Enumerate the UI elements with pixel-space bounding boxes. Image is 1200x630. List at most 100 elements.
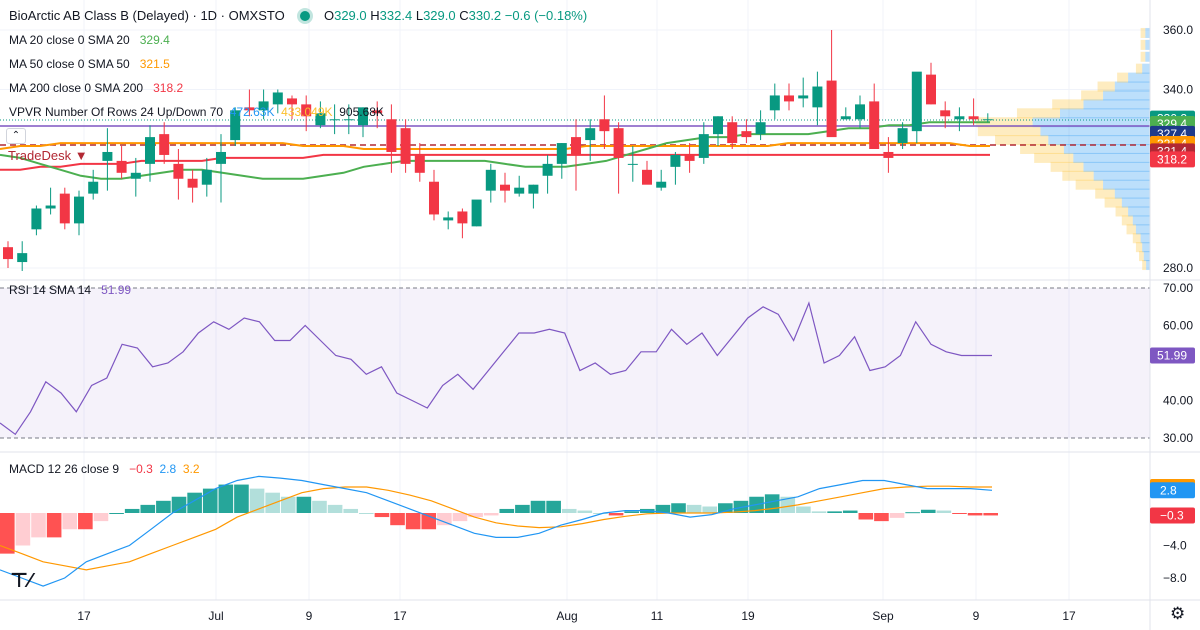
- macd-tag-label: −0.3: [1160, 508, 1184, 522]
- candle-body: [102, 151, 113, 161]
- candle-body: [301, 104, 312, 117]
- legend-ma50[interactable]: MA 50 close 0 SMA 50 321.5: [9, 56, 170, 72]
- candle-body: [656, 181, 667, 188]
- symbol-title[interactable]: BioArctic AB Class B (Delayed) · 1D · OM…: [9, 8, 285, 23]
- vpvr-up-bar: [1083, 99, 1150, 110]
- legend-rsi[interactable]: RSI 14 SMA 14 51.99: [9, 282, 131, 298]
- candle-body: [258, 101, 269, 111]
- price-tick-label: 360.0: [1163, 23, 1193, 37]
- macd-hist-bar: [905, 512, 920, 514]
- macd-hist-bar: [218, 484, 234, 513]
- macd-hist-bar: [764, 494, 780, 513]
- macd-hist-bar: [624, 511, 639, 513]
- macd-hist-bar: [483, 513, 499, 516]
- macd-hist-value: −0.3: [129, 462, 153, 476]
- macd-hist-bar: [827, 511, 842, 513]
- candle-body: [230, 110, 241, 141]
- vpvr-up-bar: [1121, 197, 1150, 208]
- candle-body: [855, 104, 865, 120]
- macd-hist-bar: [109, 513, 124, 514]
- candle-body: [698, 134, 709, 158]
- macd-hist-bar: [842, 510, 858, 513]
- vpvr-up-bar: [1140, 233, 1150, 244]
- ma50-label: MA 50 close 0 SMA 50: [9, 57, 130, 71]
- legend-ma20[interactable]: MA 20 close 0 SMA 20 329.4: [9, 32, 170, 48]
- vpvr-up-bar: [1146, 260, 1150, 271]
- ma200-label: MA 200 close 0 SMA 200: [9, 81, 144, 95]
- vpvr-down-bar: [1095, 188, 1115, 199]
- ma200-value: 318.2: [153, 81, 184, 95]
- macd-hist-bar: [874, 513, 889, 522]
- candle-body: [911, 71, 922, 132]
- vpvr-down-bar: [1075, 179, 1104, 190]
- vpvr-up-bar: [1128, 72, 1150, 83]
- candle-body: [769, 95, 780, 111]
- vpvr-down-bar: [1097, 81, 1115, 92]
- macd-hist-bar: [452, 513, 468, 522]
- vpvr-down-bar: [1139, 251, 1144, 262]
- macd-hist-bar: [437, 513, 452, 526]
- rsi-tag-label: 51.99: [1157, 349, 1187, 363]
- vpvr-up: 472.63K: [229, 105, 275, 119]
- ma200-line: [0, 153, 990, 171]
- time-tick-label: 9: [973, 609, 980, 623]
- vpvr-up-bar: [1135, 224, 1150, 235]
- macd-hist-bar: [46, 513, 62, 538]
- ohlc-o-label: O: [323, 8, 335, 23]
- candle-body: [826, 80, 837, 138]
- ohlc-h-label: H: [370, 8, 380, 23]
- candle-body: [840, 116, 851, 120]
- candle-body: [414, 154, 425, 173]
- legend-vpvr[interactable]: VPVR Number Of Rows 24 Up/Down 70 472.63…: [9, 104, 384, 120]
- vpvr-down: 433.049K: [281, 105, 333, 119]
- time-tick-label: Sep: [872, 609, 894, 623]
- vpvr-down-bar: [1140, 39, 1146, 50]
- tradedesk-label[interactable]: TradeDesk ▼: [8, 148, 88, 163]
- price-tick-label: 280.0: [1163, 261, 1193, 275]
- candle-body: [755, 122, 766, 135]
- vpvr-up-bar: [1145, 39, 1150, 50]
- candle-body: [869, 101, 880, 149]
- candle-body: [812, 86, 823, 108]
- macd-hist-bar: [515, 504, 530, 513]
- rsi-line: [0, 301, 992, 436]
- candle-body: [670, 154, 681, 167]
- rsi-tick-label: 70.00: [1163, 281, 1193, 295]
- ma20-label: MA 20 close 0 SMA 20: [9, 33, 130, 47]
- macd-hist-bar: [577, 510, 593, 513]
- candle-body: [130, 172, 141, 179]
- candle-body: [74, 196, 84, 224]
- vpvr-down-bar: [1140, 51, 1146, 62]
- macd-hist-bar: [718, 503, 733, 513]
- time-tick-label: 17: [77, 609, 91, 623]
- vpvr-up-bar: [1145, 27, 1150, 38]
- macd-hist-bar: [0, 513, 15, 554]
- candle-body: [116, 160, 127, 173]
- candle-body: [713, 116, 723, 135]
- macd-pane[interactable]: [0, 475, 998, 587]
- gear-icon[interactable]: ⚙: [1170, 604, 1186, 623]
- macd-hist-bar: [889, 513, 905, 518]
- vpvr-down-bar: [1062, 170, 1094, 181]
- price-pane[interactable]: [0, 27, 1150, 271]
- candle-body: [3, 247, 13, 260]
- candle-body: [968, 116, 979, 120]
- candle-body: [897, 128, 908, 144]
- candle-body: [45, 205, 56, 209]
- legend-ma200[interactable]: MA 200 close 0 SMA 200 318.2: [9, 80, 183, 96]
- rsi-pane[interactable]: [0, 287, 1150, 439]
- collapse-legend-button[interactable]: ⌃: [6, 128, 26, 144]
- candle-body: [372, 110, 383, 114]
- rsi-band: [0, 288, 1150, 438]
- rsi-tick-label: 60.00: [1163, 319, 1193, 333]
- macd-hist-bar: [952, 513, 967, 514]
- vpvr-down-bar: [1050, 161, 1084, 172]
- tradingview-logo-icon[interactable]: ⊤⁄: [10, 570, 32, 592]
- ma20-line: [0, 121, 990, 180]
- legend-macd[interactable]: MACD 12 26 close 9 −0.3 2.8 3.2: [9, 461, 200, 477]
- ohlc-h-value: 332.4: [379, 8, 413, 23]
- candle-body: [471, 199, 482, 227]
- triangle-down-icon: ▼: [74, 148, 88, 163]
- vpvr-down-bar: [1142, 260, 1147, 271]
